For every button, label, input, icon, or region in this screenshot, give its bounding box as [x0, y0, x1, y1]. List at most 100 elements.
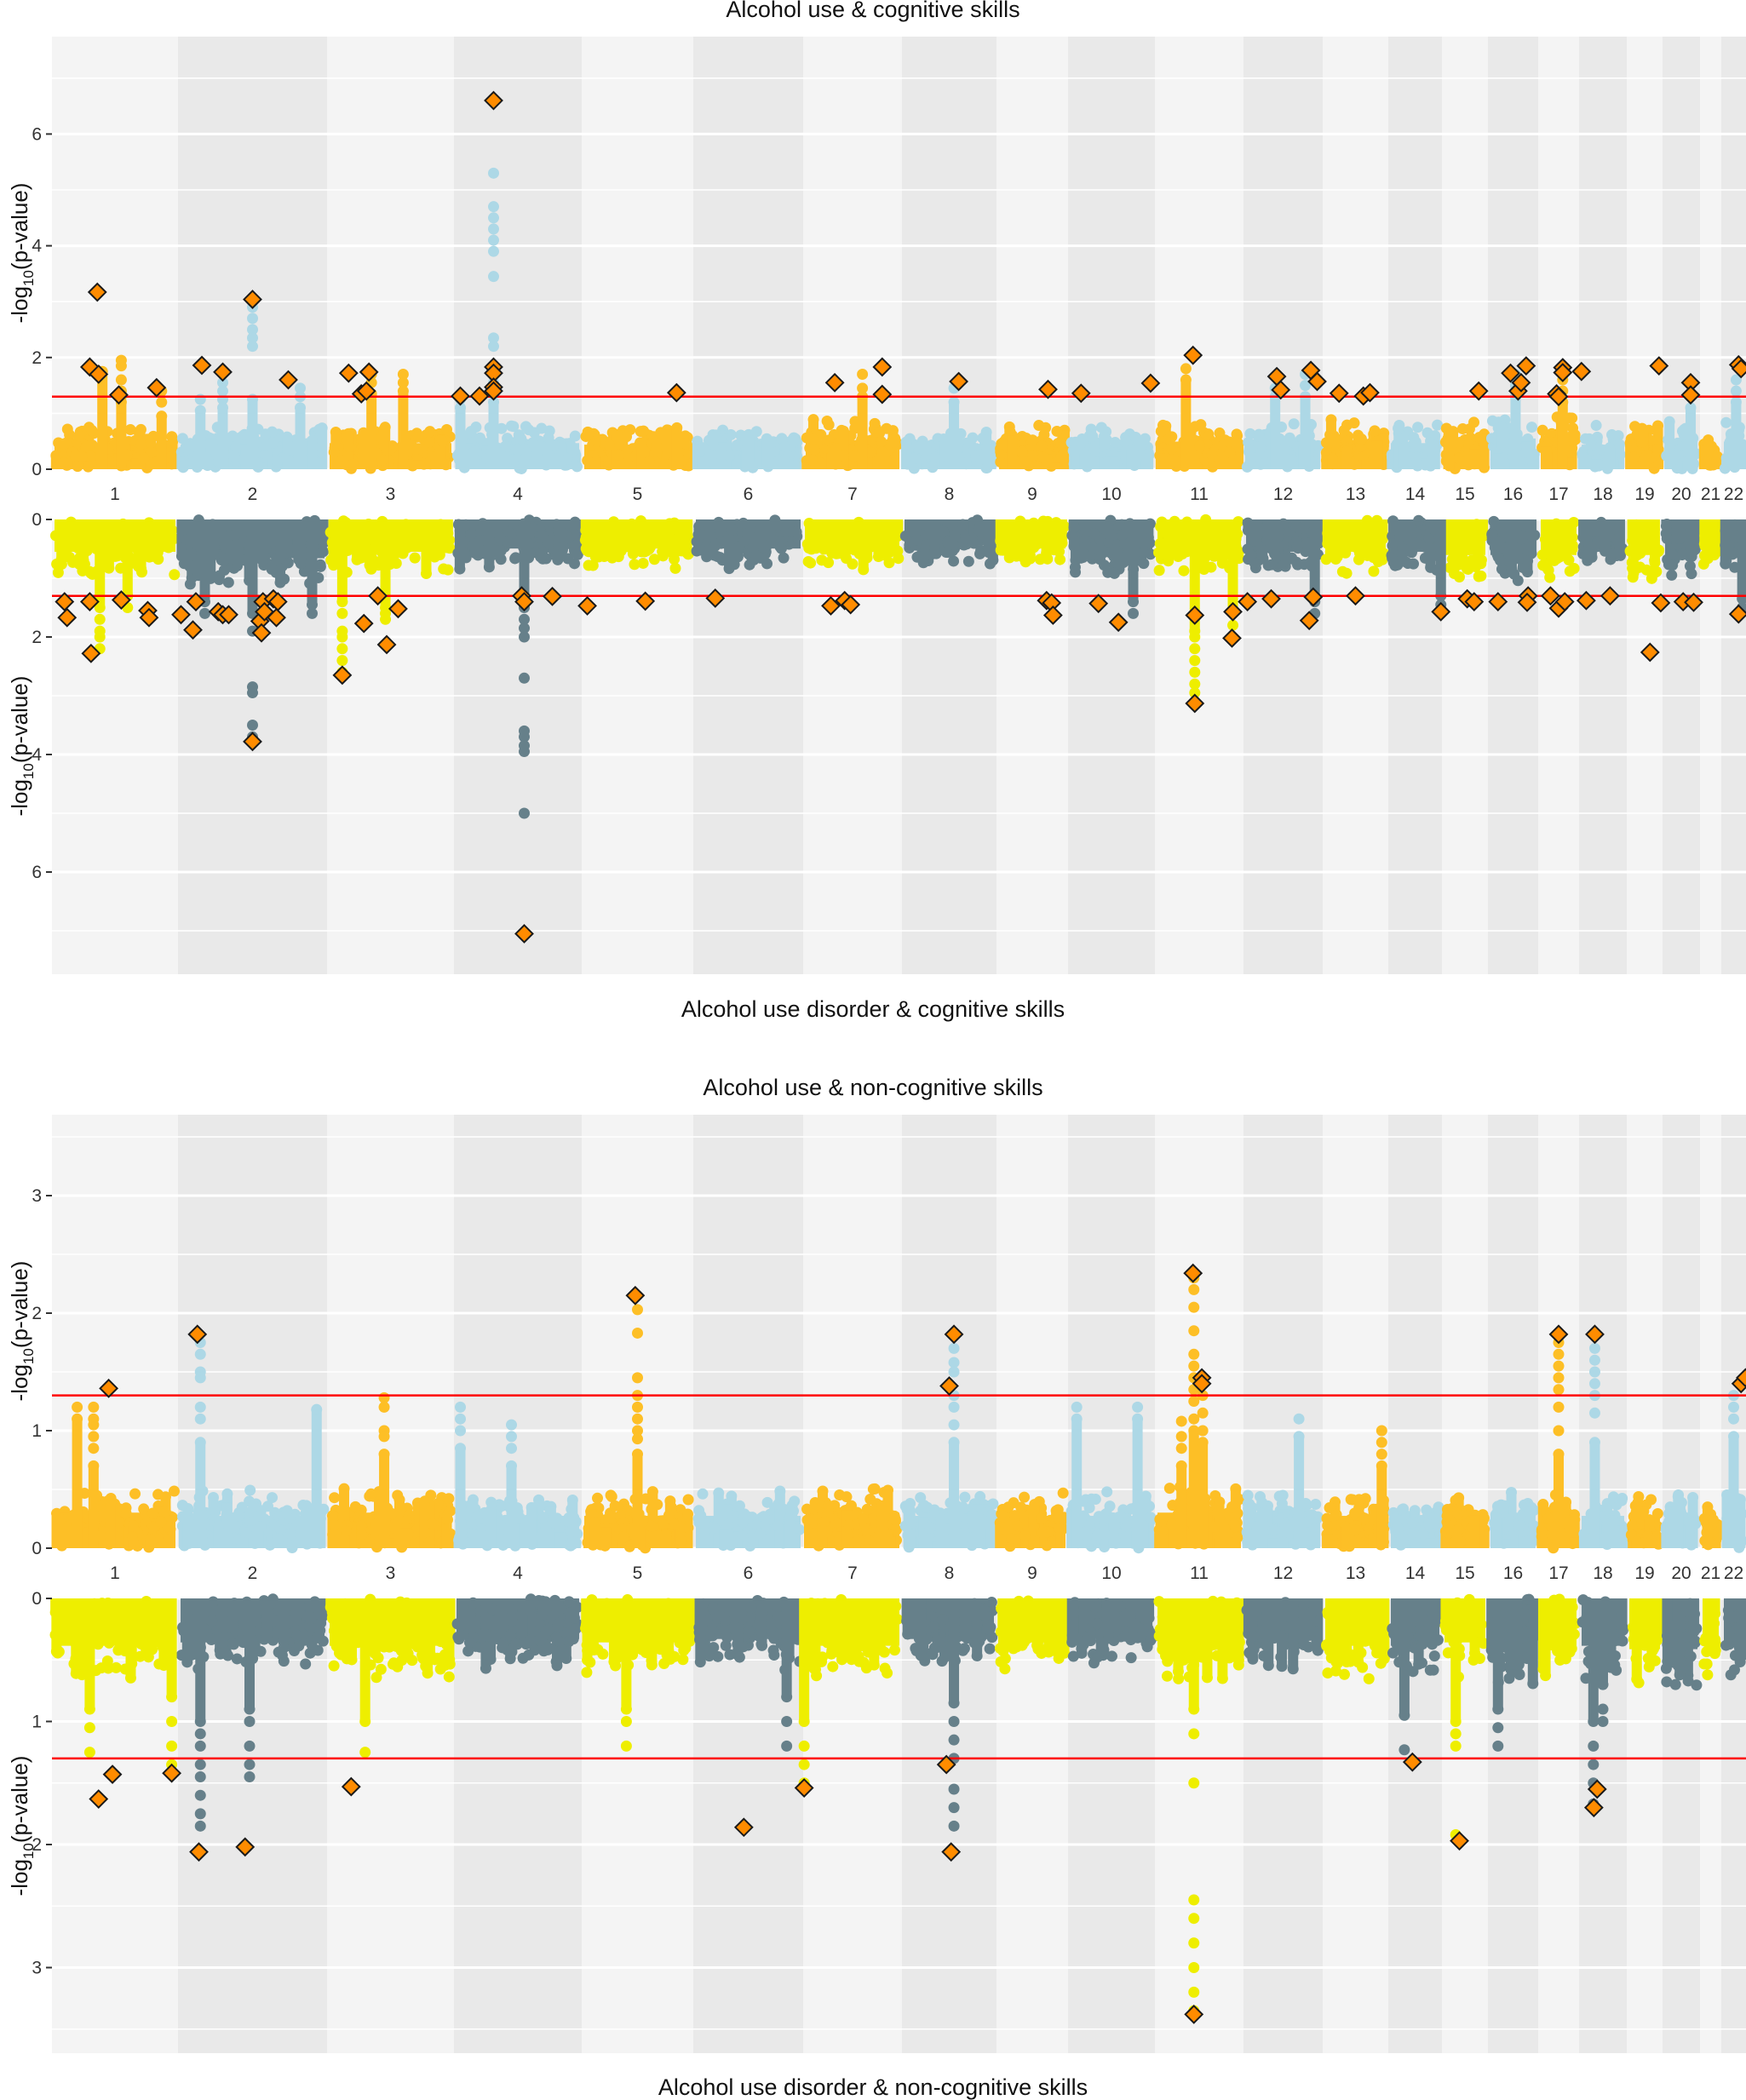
snp-point [537, 530, 548, 542]
chromosome-label-11: 11 [1190, 485, 1209, 504]
snp-point [1109, 437, 1121, 449]
snp-point [1048, 524, 1060, 536]
snp-point [1353, 554, 1364, 565]
chromosome-label-21: 21 [1701, 485, 1720, 504]
snp-point [778, 552, 790, 564]
chromosome-band-12 [1243, 37, 1323, 469]
snp-point [1651, 565, 1663, 577]
chromosome-band-3 [327, 1115, 454, 1548]
chromosome-label-12: 12 [1273, 485, 1293, 504]
snp-point [1628, 451, 1640, 463]
snp-point [162, 541, 174, 553]
snp-point [1468, 416, 1480, 428]
snp-point [1037, 451, 1049, 463]
snp-point [582, 455, 594, 467]
snp-point [1565, 540, 1577, 552]
chromosome-band-10 [1068, 37, 1155, 469]
snp-point [1089, 445, 1101, 456]
snp-point [902, 442, 914, 454]
snp-stalk [1373, 519, 1384, 562]
chromosome-label-6: 6 [744, 485, 754, 504]
snp-point [672, 533, 684, 545]
snp-point [1088, 528, 1100, 540]
peak-stalk-chr1 [97, 371, 108, 469]
snp-point [1025, 522, 1037, 534]
snp-stalk [1372, 440, 1383, 469]
snp-point [692, 529, 704, 541]
chromosome-label-15: 15 [1455, 485, 1474, 504]
snp-stalk [257, 519, 268, 561]
snp-point [1590, 420, 1602, 432]
snp-point [733, 541, 745, 553]
snp-stalk [1399, 446, 1410, 469]
snp-stalk [400, 519, 411, 537]
snp-point [637, 557, 649, 569]
y-tick-label: 4 [32, 745, 42, 765]
peak-snp-chr7 [857, 368, 869, 380]
snp-point [1637, 436, 1649, 448]
chromosome-band-7 [803, 519, 902, 974]
snp-stalk [1687, 519, 1698, 552]
snp-point [327, 525, 339, 536]
chromosome-band-11 [1155, 37, 1243, 469]
peak-snp-chr11 [1189, 625, 1201, 637]
snp-point [325, 554, 337, 566]
snp-point [1078, 548, 1090, 560]
snp-stalk [636, 445, 647, 469]
peak-snp-chr11 [1189, 655, 1201, 667]
snp-point [543, 432, 554, 444]
snp-stalk [1469, 449, 1480, 469]
snp-stalk [1702, 519, 1713, 530]
snp-stalk [1541, 446, 1552, 469]
snp-point [1054, 554, 1066, 565]
snp-stalk [1591, 459, 1602, 469]
snp-point [73, 430, 85, 442]
chromosome-label-16: 16 [1503, 485, 1523, 504]
snp-point [707, 438, 719, 450]
snp-stalk [1472, 519, 1483, 548]
chromosome-band-14 [1388, 1115, 1442, 1548]
snp-point [1526, 422, 1538, 433]
snp-point [145, 437, 157, 449]
peak-snp-chr2 [194, 405, 206, 416]
snp-point [1117, 529, 1129, 541]
snp-point [1288, 418, 1300, 430]
snp-point [1355, 433, 1367, 445]
chromosome-label-4: 4 [513, 485, 523, 504]
snp-stalk [159, 519, 170, 541]
snp-point [803, 518, 815, 530]
peak-stalk-chr1 [156, 416, 167, 469]
snp-point [1178, 565, 1190, 577]
snp-stalk [929, 519, 940, 552]
snp-point [779, 441, 791, 453]
peak-snp-chr4 [488, 167, 499, 179]
chromosome-band-12 [1243, 1115, 1323, 1548]
snp-point [411, 445, 423, 457]
snp-point [1522, 555, 1534, 567]
snp-point [133, 426, 145, 438]
snp-point [86, 424, 98, 436]
snp-point [557, 541, 569, 553]
snp-point [974, 548, 986, 559]
snp-stalk [145, 519, 156, 549]
peak-snp-chr3 [397, 385, 409, 397]
snp-point [1134, 450, 1146, 462]
snp-point [474, 535, 486, 547]
chromosome-band-19 [1627, 519, 1663, 974]
snp-stalk [232, 519, 243, 566]
y-tick-label: 0 [32, 510, 42, 530]
peak-stalk-chr8 [949, 402, 960, 469]
snp-point [424, 426, 436, 438]
snp-point [1686, 551, 1697, 563]
snp-point [1016, 445, 1028, 457]
snp-point [229, 529, 241, 541]
peak-snp-chr2 [247, 720, 258, 731]
snp-point [465, 426, 477, 438]
snp-stalk [454, 519, 465, 570]
snp-point [1155, 425, 1167, 437]
snp-point [1398, 432, 1410, 444]
snp-stalk [417, 519, 428, 539]
peak-stalk-chr22 [1737, 519, 1746, 600]
